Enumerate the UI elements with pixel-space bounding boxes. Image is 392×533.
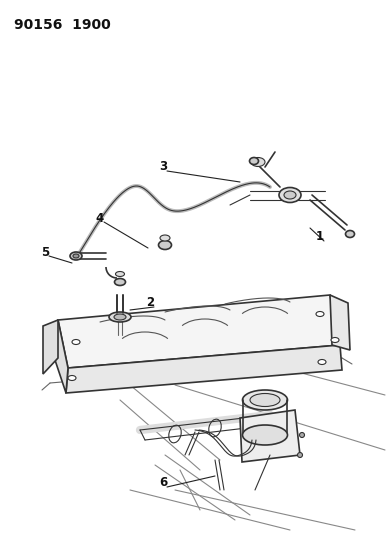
Polygon shape	[330, 295, 350, 350]
Text: 2: 2	[146, 296, 154, 310]
Ellipse shape	[114, 279, 125, 286]
Polygon shape	[240, 410, 300, 462]
Ellipse shape	[284, 191, 296, 199]
Text: 90156  1900: 90156 1900	[14, 18, 111, 32]
Ellipse shape	[114, 314, 126, 320]
Polygon shape	[50, 320, 68, 393]
Ellipse shape	[299, 432, 305, 438]
Ellipse shape	[72, 340, 80, 344]
Text: 3: 3	[159, 160, 167, 174]
Ellipse shape	[251, 157, 265, 166]
Polygon shape	[58, 295, 340, 368]
Ellipse shape	[298, 453, 303, 457]
Ellipse shape	[109, 312, 131, 322]
Text: 1: 1	[316, 230, 324, 244]
Polygon shape	[66, 345, 342, 393]
Ellipse shape	[318, 359, 326, 365]
Ellipse shape	[243, 425, 287, 445]
Ellipse shape	[160, 235, 170, 241]
Text: 4: 4	[96, 212, 104, 224]
Polygon shape	[43, 320, 58, 374]
Ellipse shape	[243, 390, 287, 410]
Text: 5: 5	[41, 246, 49, 259]
Ellipse shape	[68, 376, 76, 381]
Ellipse shape	[250, 393, 280, 407]
Ellipse shape	[116, 271, 125, 277]
Ellipse shape	[73, 254, 79, 258]
Ellipse shape	[331, 337, 339, 343]
Ellipse shape	[249, 157, 258, 165]
Text: 6: 6	[159, 477, 167, 489]
Ellipse shape	[158, 240, 171, 249]
Ellipse shape	[345, 230, 354, 238]
Ellipse shape	[279, 188, 301, 203]
Ellipse shape	[70, 252, 82, 260]
Ellipse shape	[316, 311, 324, 317]
